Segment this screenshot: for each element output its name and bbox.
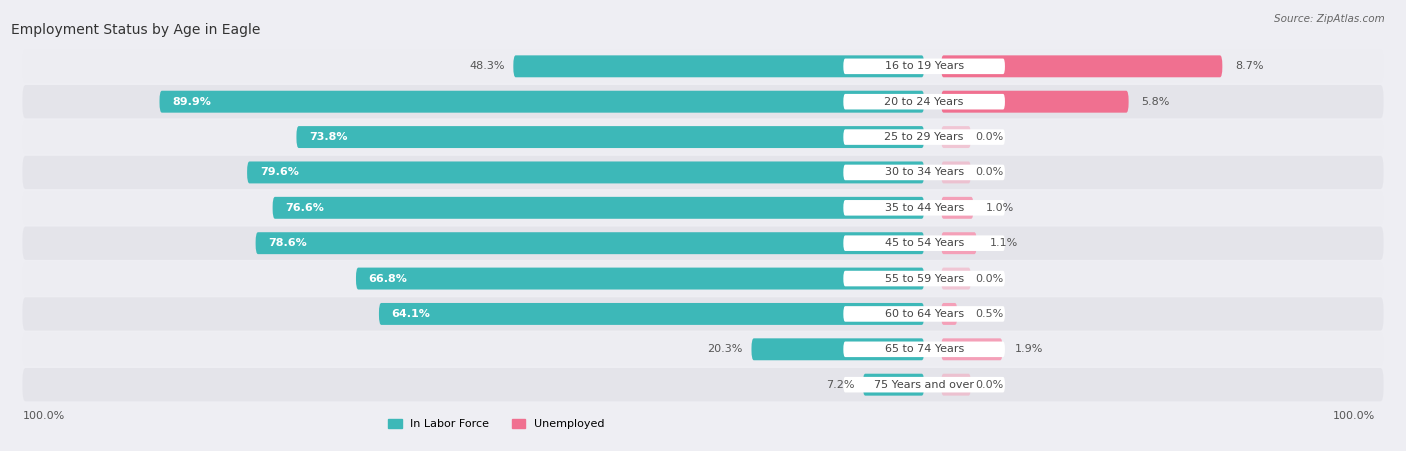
FancyBboxPatch shape [22, 226, 1384, 260]
FancyBboxPatch shape [941, 161, 972, 184]
FancyBboxPatch shape [380, 303, 924, 325]
FancyBboxPatch shape [941, 267, 972, 290]
FancyBboxPatch shape [941, 91, 1129, 113]
FancyBboxPatch shape [513, 55, 924, 77]
FancyBboxPatch shape [844, 200, 1005, 216]
Text: 55 to 59 Years: 55 to 59 Years [884, 274, 963, 284]
Text: 16 to 19 Years: 16 to 19 Years [884, 61, 963, 71]
FancyBboxPatch shape [297, 126, 924, 148]
Text: 1.1%: 1.1% [990, 238, 1018, 248]
FancyBboxPatch shape [22, 85, 1384, 118]
FancyBboxPatch shape [356, 267, 924, 290]
FancyBboxPatch shape [22, 50, 1384, 83]
Text: 0.0%: 0.0% [976, 380, 1004, 390]
Text: 20 to 24 Years: 20 to 24 Years [884, 97, 965, 107]
Text: 45 to 54 Years: 45 to 54 Years [884, 238, 963, 248]
FancyBboxPatch shape [863, 374, 924, 396]
Text: 30 to 34 Years: 30 to 34 Years [884, 167, 963, 177]
Text: 20.3%: 20.3% [707, 344, 742, 354]
Text: 8.7%: 8.7% [1234, 61, 1264, 71]
FancyBboxPatch shape [22, 262, 1384, 295]
FancyBboxPatch shape [844, 165, 1005, 180]
FancyBboxPatch shape [844, 271, 1005, 286]
FancyBboxPatch shape [941, 374, 972, 396]
FancyBboxPatch shape [844, 94, 1005, 110]
Text: 0.0%: 0.0% [976, 132, 1004, 142]
FancyBboxPatch shape [844, 377, 1005, 392]
Legend: In Labor Force, Unemployed: In Labor Force, Unemployed [388, 419, 605, 429]
Text: 78.6%: 78.6% [269, 238, 307, 248]
Text: 100.0%: 100.0% [22, 411, 65, 421]
FancyBboxPatch shape [159, 91, 924, 113]
Text: 66.8%: 66.8% [368, 274, 408, 284]
Text: 73.8%: 73.8% [309, 132, 347, 142]
FancyBboxPatch shape [941, 338, 1002, 360]
Text: Employment Status by Age in Eagle: Employment Status by Age in Eagle [11, 23, 260, 37]
FancyBboxPatch shape [844, 306, 1005, 322]
FancyBboxPatch shape [22, 297, 1384, 331]
Text: 64.1%: 64.1% [392, 309, 430, 319]
FancyBboxPatch shape [22, 333, 1384, 366]
FancyBboxPatch shape [247, 161, 924, 184]
Text: 48.3%: 48.3% [470, 61, 505, 71]
FancyBboxPatch shape [22, 368, 1384, 401]
FancyBboxPatch shape [844, 235, 1005, 251]
Text: 60 to 64 Years: 60 to 64 Years [884, 309, 963, 319]
FancyBboxPatch shape [844, 59, 1005, 74]
FancyBboxPatch shape [751, 338, 924, 360]
Text: 25 to 29 Years: 25 to 29 Years [884, 132, 965, 142]
FancyBboxPatch shape [256, 232, 924, 254]
FancyBboxPatch shape [941, 232, 977, 254]
FancyBboxPatch shape [22, 191, 1384, 225]
Text: 100.0%: 100.0% [1333, 411, 1375, 421]
Text: 0.0%: 0.0% [976, 167, 1004, 177]
Text: 0.5%: 0.5% [976, 309, 1004, 319]
Text: 0.0%: 0.0% [976, 274, 1004, 284]
Text: 79.6%: 79.6% [260, 167, 298, 177]
Text: 1.0%: 1.0% [986, 203, 1015, 213]
Text: 7.2%: 7.2% [825, 380, 855, 390]
FancyBboxPatch shape [941, 126, 972, 148]
Text: 89.9%: 89.9% [173, 97, 211, 107]
FancyBboxPatch shape [941, 197, 973, 219]
Text: 65 to 74 Years: 65 to 74 Years [884, 344, 963, 354]
FancyBboxPatch shape [844, 341, 1005, 357]
FancyBboxPatch shape [22, 120, 1384, 154]
FancyBboxPatch shape [273, 197, 924, 219]
Text: 35 to 44 Years: 35 to 44 Years [884, 203, 963, 213]
FancyBboxPatch shape [941, 55, 1222, 77]
Text: 5.8%: 5.8% [1142, 97, 1170, 107]
Text: Source: ZipAtlas.com: Source: ZipAtlas.com [1274, 14, 1385, 23]
Text: 76.6%: 76.6% [285, 203, 325, 213]
FancyBboxPatch shape [844, 129, 1005, 145]
Text: 75 Years and over: 75 Years and over [875, 380, 974, 390]
FancyBboxPatch shape [941, 303, 957, 325]
FancyBboxPatch shape [22, 156, 1384, 189]
Text: 1.9%: 1.9% [1015, 344, 1043, 354]
